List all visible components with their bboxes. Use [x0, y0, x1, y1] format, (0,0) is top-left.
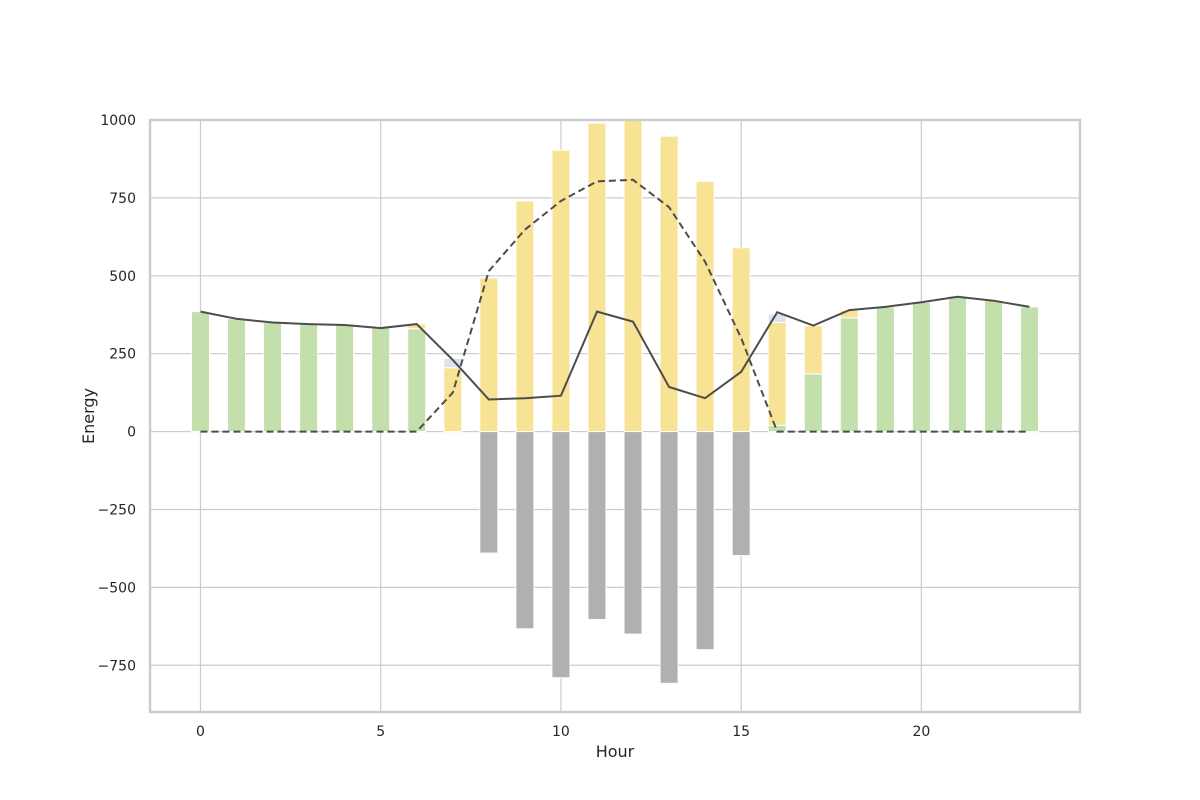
- grid: [150, 119, 1080, 712]
- series-lines: [200, 178, 1030, 433]
- y-axis-label: Energy: [79, 388, 98, 444]
- y-tick-label: 750: [109, 191, 136, 207]
- bar-segment-1: [875, 306, 895, 433]
- y-tick-label: 1000: [100, 113, 136, 129]
- negative-bar: [479, 431, 499, 554]
- bar-segment-1: [407, 328, 427, 433]
- negative-bar: [587, 431, 607, 620]
- bar-segment-2: [551, 149, 571, 433]
- y-tick-label: 500: [109, 269, 136, 285]
- series-line-1: [200, 295, 1030, 401]
- y-tick-label: 0: [127, 425, 136, 441]
- x-tick-label: 15: [732, 724, 750, 740]
- bar-segment-1: [947, 295, 967, 433]
- bar-segment-1: [371, 327, 391, 433]
- y-tick-label: −750: [98, 658, 136, 674]
- x-axis-label: Hour: [596, 742, 635, 761]
- bar-segment-1: [803, 373, 823, 433]
- bar-segment-2: [623, 119, 643, 433]
- y-tick-label: −250: [98, 502, 136, 518]
- y-tick-label: 250: [109, 347, 136, 363]
- negative-bar: [659, 431, 679, 684]
- negative-bar: [623, 431, 643, 635]
- bar-segment-1: [190, 311, 210, 433]
- bars: [190, 119, 1040, 684]
- bar-segment-1: [299, 323, 319, 433]
- x-tick-label: 5: [376, 724, 385, 740]
- bar-segment-2: [767, 322, 787, 426]
- bar-segment-1: [983, 300, 1004, 433]
- bar-segment-1: [335, 324, 355, 433]
- bar-segment-2: [803, 325, 823, 375]
- y-tick-label: −500: [98, 580, 136, 596]
- bar-segment-2: [839, 309, 859, 319]
- negative-bar: [695, 431, 715, 651]
- bar-segment-1: [911, 301, 931, 433]
- x-tick-label: 10: [552, 724, 570, 740]
- tick-labels: −750 −500 −250 0 250 500 750 1000 0 5 10 15 20: [98, 113, 931, 740]
- negative-bar: [731, 431, 751, 557]
- bar-segment-2: [587, 122, 607, 433]
- negative-bar: [551, 431, 571, 679]
- series-line-2: [200, 178, 1030, 433]
- plot-frame: [148, 118, 1082, 714]
- bar-segment-1: [1020, 306, 1040, 433]
- x-tick-label: 20: [912, 724, 930, 740]
- bar-segment-1: [227, 318, 247, 433]
- bar-segment-1: [263, 322, 283, 433]
- negative-bar: [515, 431, 535, 630]
- bar-segment-2: [479, 277, 499, 433]
- x-tick-label: 0: [196, 724, 205, 740]
- bar-segment-1: [839, 317, 859, 433]
